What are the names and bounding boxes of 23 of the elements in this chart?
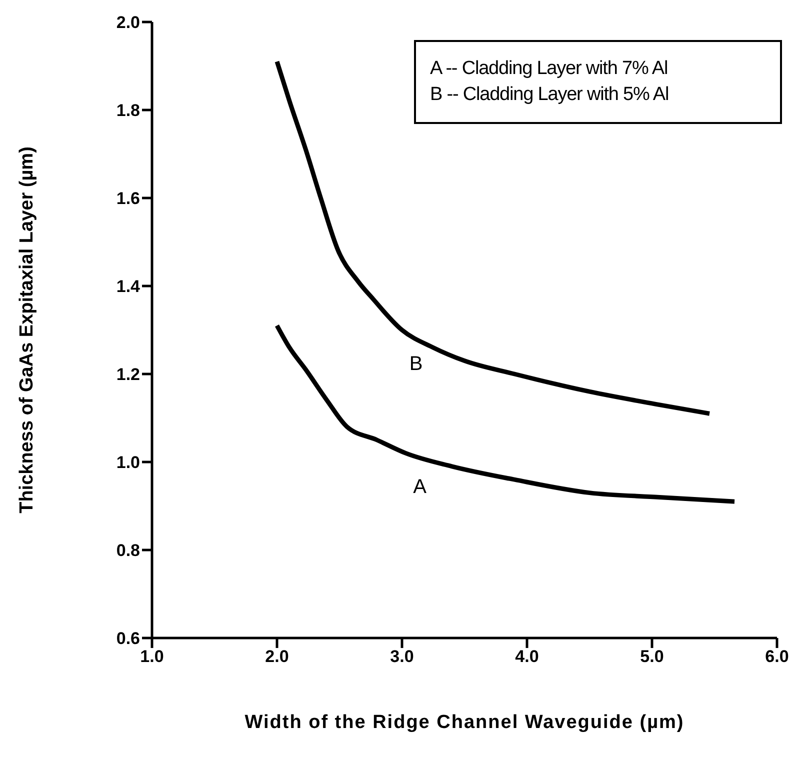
x-tick-label: 1.0 [140, 647, 164, 666]
x-axis-title: Width of the Ridge Channel Waveguide (µm) [244, 712, 684, 733]
y-axis-title: Thickness of GaAs Expitaxial Layer (µm) [16, 146, 38, 514]
x-tick-label: 3.0 [390, 647, 414, 666]
line-series [274, 323, 737, 504]
text-box: A -- Cladding Layer with 7% Al B -- Cladding Layer with 5% Al [414, 40, 782, 124]
y-tick-label: 0.6 [116, 629, 140, 648]
series-label: A [413, 476, 428, 498]
y-tick-label: 1.0 [116, 453, 140, 472]
x-tick-label: 5.0 [640, 647, 664, 666]
y-tick-label: 1.8 [116, 101, 140, 120]
series-label: B [409, 353, 423, 375]
x-tick-label: 6.0 [765, 647, 789, 666]
x-tick-label: 4.0 [515, 647, 539, 666]
x-tick-label: 2.0 [265, 647, 289, 666]
y-tick-label: 1.6 [116, 189, 140, 208]
y-tick-label: 2.0 [116, 13, 140, 32]
y-tick-label: 0.8 [116, 541, 140, 560]
annotation: B -- Cladding Layer with 5% Al [430, 83, 670, 107]
annotation: A -- Cladding Layer with 7% Al [430, 57, 669, 81]
y-tick-label: 1.4 [116, 277, 141, 296]
y-tick-label: 1.2 [116, 365, 140, 384]
line-series [274, 59, 712, 416]
